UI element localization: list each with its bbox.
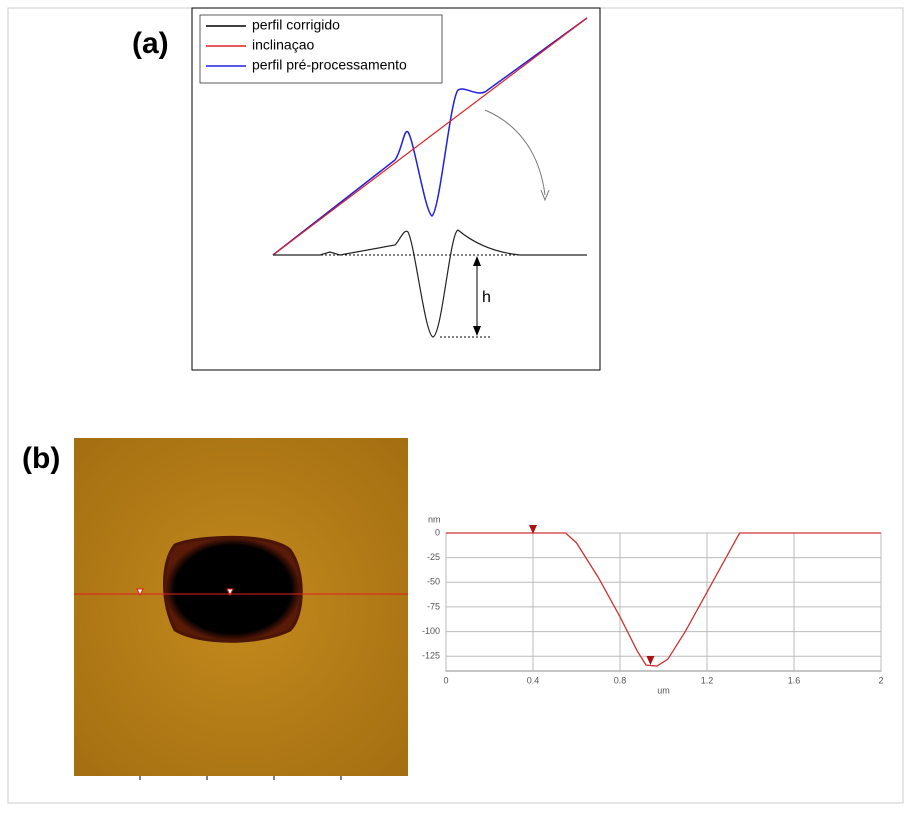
x-tick-label: 1.2 [701,675,714,685]
legend-label: perfil pré-processamento [252,57,407,73]
y-axis-label: nm [428,514,441,524]
x-tick-label: 0.8 [614,675,627,685]
y-tick-label: -100 [422,626,440,636]
legend-label: perfil corrigido [252,17,340,33]
figure: (a) perfil corrigido inclinaçao perfil pré… [0,0,912,812]
x-axis-label: um [657,685,670,695]
x-tick-label: 2 [878,675,883,685]
legend-label: inclinaçao [252,37,314,53]
x-tick-label: 0.4 [527,675,540,685]
y-tick-label: -50 [427,577,440,587]
plot-area [446,533,881,671]
y-tick-label: -25 [427,552,440,562]
y-tick-label: -125 [422,651,440,661]
y-tick-label: -75 [427,601,440,611]
x-tick-label: 0 [443,675,448,685]
x-tick-label: 1.6 [788,675,801,685]
y-tick-label: 0 [435,527,440,537]
panel-label: (b) [22,442,60,475]
annotation: h [482,289,491,306]
panel-label: (a) [132,27,169,60]
profile-chart: 0 -25 -50 -75 -100 -125 0 0.4 0.8 1.2 1.6 2 nm um [422,514,884,695]
